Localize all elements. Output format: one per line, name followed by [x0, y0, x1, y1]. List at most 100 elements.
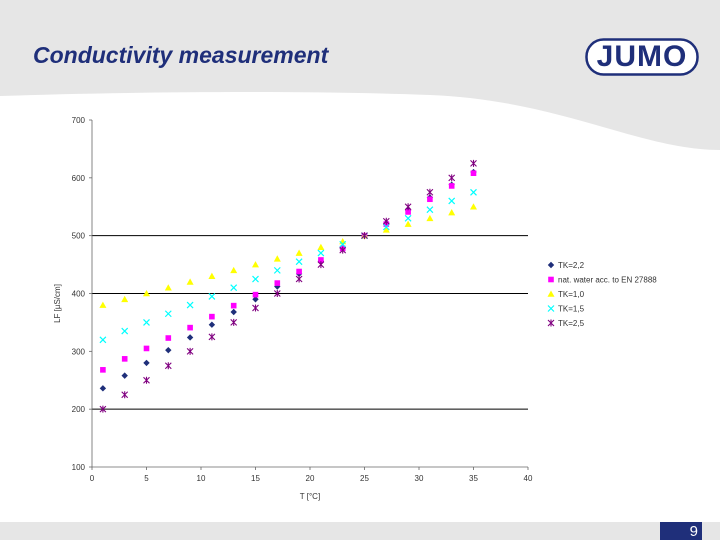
y-tick-label: 200: [72, 405, 86, 414]
data-point: [164, 310, 172, 318]
jumo-logo: JUMO: [585, 38, 699, 76]
data-point: [470, 188, 477, 196]
series-5: [99, 159, 477, 413]
data-point: [99, 336, 107, 344]
x-tick-label: 0: [90, 474, 95, 483]
data-points: [99, 159, 477, 413]
data-point: [208, 272, 216, 279]
legend-marker: [547, 305, 555, 312]
series-3: [99, 203, 477, 308]
data-point: [274, 280, 281, 286]
data-point: [448, 174, 456, 182]
data-point: [404, 220, 412, 227]
data-point: [143, 290, 150, 297]
data-point: [187, 324, 193, 331]
data-point: [448, 209, 456, 216]
y-tick-label: 600: [72, 174, 86, 183]
legend-item: TK=2,2: [547, 261, 585, 270]
legend-marker: [547, 319, 555, 327]
data-point: [121, 327, 129, 335]
legend-label: nat. water acc. to EN 27888: [558, 276, 657, 285]
data-point: [209, 313, 215, 320]
data-point: [121, 391, 129, 399]
data-point: [339, 246, 347, 254]
logo-frame-icon: [585, 38, 699, 76]
y-tick-label: 500: [72, 232, 86, 241]
data-point: [165, 346, 172, 354]
data-point: [208, 333, 216, 341]
x-tick-label: 10: [197, 474, 206, 483]
data-point: [186, 347, 194, 355]
slide-title: Conductivity measurement: [33, 42, 329, 68]
legend-marker: [547, 290, 555, 297]
data-point: [208, 292, 216, 300]
data-point: [99, 301, 107, 308]
data-point: [165, 335, 172, 341]
data-point: [382, 226, 390, 233]
logo-text: JUMO: [596, 40, 688, 73]
data-point: [164, 362, 172, 370]
page-number: 9: [660, 522, 702, 540]
data-point: [273, 290, 281, 297]
data-point: [121, 372, 128, 379]
data-point: [100, 367, 106, 373]
data-point: [230, 266, 238, 274]
y-tick-label: 300: [72, 347, 86, 356]
data-point: [252, 304, 259, 312]
series-2: [100, 170, 477, 373]
data-point: [186, 334, 194, 341]
data-point: [382, 217, 390, 225]
background-band-bottom: [0, 522, 720, 540]
data-point: [164, 284, 172, 291]
data-point: [470, 159, 477, 167]
data-point: [208, 321, 216, 328]
x-tick-label: 25: [360, 474, 369, 483]
chart-legend: TK=2,2 nat. water acc. to EN 27888 TK=1,0 T…: [547, 261, 657, 328]
data-point: [186, 301, 194, 309]
data-point: [426, 214, 434, 222]
data-point: [121, 356, 128, 362]
y-axis-ticks: 100 200 300 400 500 600 700: [72, 116, 92, 472]
legend-label: TK=1,0: [558, 290, 585, 299]
data-point: [448, 183, 455, 189]
data-point: [426, 188, 434, 196]
data-point: [470, 203, 477, 210]
data-point: [295, 258, 303, 266]
data-point: [252, 261, 259, 268]
data-point: [404, 214, 412, 222]
x-tick-label: 35: [469, 474, 478, 483]
series-4: [99, 188, 477, 344]
data-point: [427, 196, 433, 203]
data-point: [230, 308, 237, 316]
data-point: [143, 376, 150, 384]
x-axis-label: T [°C]: [300, 492, 320, 501]
y-tick-label: 700: [72, 116, 86, 125]
x-tick-label: 15: [251, 474, 260, 483]
data-point: [143, 318, 150, 326]
data-point: [470, 170, 477, 177]
y-axis-label: LF [µS/cm]: [53, 284, 62, 323]
legend-item: nat. water acc. to EN 27888: [548, 276, 657, 285]
data-point: [405, 209, 411, 215]
data-point: [252, 291, 259, 298]
data-point: [339, 240, 347, 248]
data-point: [317, 243, 325, 251]
legend-item: TK=1,0: [547, 290, 585, 299]
x-tick-label: 30: [415, 474, 424, 483]
data-point: [295, 249, 303, 256]
data-point: [273, 255, 281, 262]
data-point: [230, 318, 238, 326]
background-swoosh-top: [0, 0, 720, 150]
y-tick-label: 100: [72, 463, 86, 472]
x-tick-label: 20: [306, 474, 315, 483]
data-point: [99, 405, 107, 413]
data-point: [318, 257, 324, 263]
legend-marker: [547, 261, 555, 269]
legend-marker: [548, 276, 554, 283]
data-point: [252, 275, 259, 283]
series-1: [99, 168, 477, 392]
chart-grid: [92, 235, 528, 410]
data-point: [252, 296, 259, 303]
